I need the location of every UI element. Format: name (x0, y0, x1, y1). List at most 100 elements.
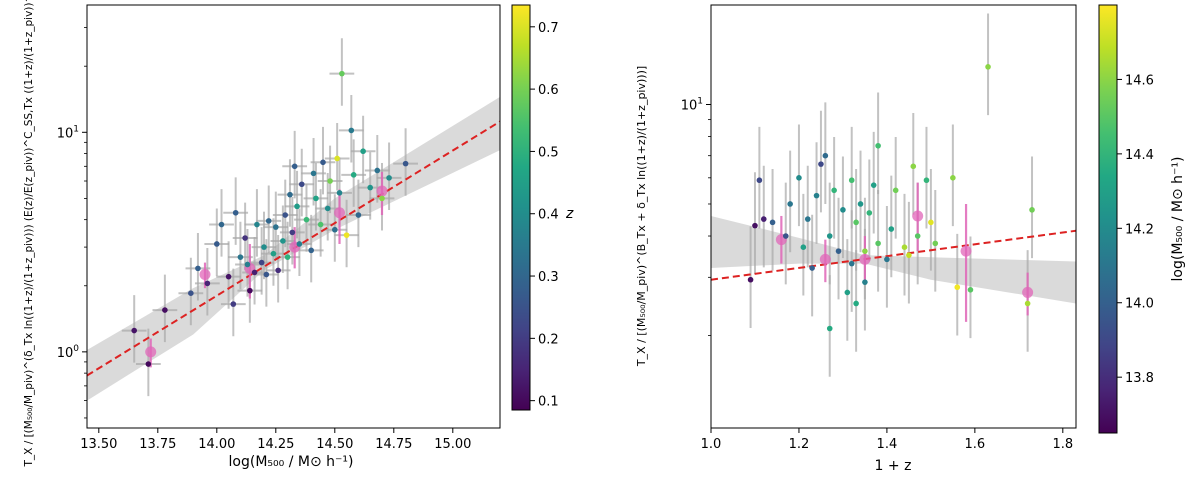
data-point (282, 212, 289, 218)
data-point (857, 201, 864, 207)
data-point (796, 175, 802, 181)
data-point (308, 247, 315, 254)
data-point (906, 252, 912, 258)
data-point (853, 219, 859, 226)
x-tick-label: 14.50 (316, 437, 353, 452)
data-point (204, 280, 211, 287)
colorbar-tick-label: 0.7 (538, 21, 559, 36)
x-tick-label: 14.00 (198, 437, 235, 452)
x-tick-label: 13.50 (80, 437, 117, 452)
data-point (1029, 207, 1035, 213)
right-x-ticks: 1.0 1.2 1.4 1.6 1.8 (701, 428, 1073, 452)
data-point (818, 161, 824, 167)
x-tick-label: 1.4 (877, 437, 898, 452)
data-point (782, 233, 789, 239)
data-point (835, 248, 842, 254)
right-colorbar-label: log(M₅₀₀ / M⊙ h⁻¹) (1170, 157, 1186, 282)
right-colorbar-ticks: 13.8 14.0 14.2 14.4 14.6 (1117, 73, 1154, 386)
data-point (901, 244, 908, 251)
data-point (310, 170, 317, 177)
right-confidence-band (711, 215, 1076, 304)
binned-mean-marker (145, 346, 157, 358)
data-point (289, 229, 296, 236)
right-colorbar-gradient (1098, 4, 1118, 434)
data-point (332, 226, 338, 233)
right-data-points (747, 64, 1035, 332)
data-point (242, 235, 248, 241)
y-tick-label: 100 (57, 344, 80, 361)
data-point (402, 160, 409, 167)
data-point (265, 218, 272, 224)
left-data-points (131, 70, 409, 367)
left-x-axis-label: log(M₅₀₀ / M⊙ h⁻¹) (229, 454, 354, 470)
data-point (848, 177, 855, 184)
colorbar-tick-label: 0.6 (538, 83, 559, 98)
right-colorbar: 13.8 14.0 14.2 14.4 14.6 log(M₅₀₀ / M⊙ h⁻¹) (1098, 4, 1186, 434)
data-point (355, 212, 362, 218)
right-binned-means (775, 182, 1034, 322)
data-point (752, 222, 758, 229)
data-point (188, 290, 194, 296)
data-point (800, 244, 807, 251)
data-point (195, 265, 201, 272)
data-point (813, 192, 820, 199)
x-tick-label: 1.8 (1052, 437, 1073, 452)
left-colorbar-ticks: 0.1 0.2 0.3 0.4 0.5 0.6 0.7 (530, 21, 559, 410)
data-point (263, 271, 270, 278)
data-point (313, 195, 319, 202)
data-point (296, 241, 303, 247)
data-point (888, 226, 895, 232)
binned-mean-marker (1022, 286, 1034, 298)
data-point (336, 190, 343, 196)
data-point (892, 187, 899, 194)
data-point (327, 178, 333, 184)
data-point (826, 325, 833, 332)
data-point (251, 269, 258, 276)
data-point (273, 224, 279, 230)
data-point (343, 232, 350, 238)
data-point (804, 216, 811, 222)
data-point (985, 64, 991, 70)
x-tick-label: 1.6 (965, 437, 986, 452)
data-point (386, 175, 392, 181)
data-point (954, 284, 961, 291)
data-point (367, 184, 374, 191)
data-point (291, 163, 298, 170)
data-point (1024, 300, 1031, 307)
right-axes-frame (710, 4, 1077, 429)
data-point (275, 267, 281, 274)
colorbar-tick-label: 0.2 (538, 332, 559, 347)
binned-mean-marker (859, 253, 871, 265)
colorbar-tick-label: 0.4 (538, 208, 559, 223)
data-point (218, 221, 225, 228)
data-point (324, 205, 331, 212)
x-tick-label: 13.75 (139, 437, 176, 452)
colorbar-tick-label: 0.1 (538, 395, 559, 410)
data-point (261, 244, 267, 250)
x-tick-label: 14.75 (375, 437, 412, 452)
colorbar-tick-label: 14.6 (1125, 73, 1154, 88)
data-point (760, 216, 767, 222)
data-point (914, 233, 921, 239)
data-point (923, 177, 930, 184)
binned-mean-marker (819, 253, 831, 265)
data-point (298, 181, 305, 188)
data-point (254, 221, 260, 228)
left-y-ticks: 100 101 (57, 27, 87, 419)
y-tick-label: 101 (57, 124, 79, 141)
right-x-axis-label: 1 + z (875, 458, 912, 474)
binned-mean-marker (199, 269, 211, 281)
colorbar-tick-label: 13.8 (1125, 371, 1154, 386)
data-point (853, 300, 859, 307)
x-tick-label: 1.0 (701, 437, 722, 452)
left-colorbar: 0.1 0.2 0.3 0.4 0.5 0.6 0.7 z (511, 4, 574, 411)
colorbar-tick-label: 14.2 (1125, 222, 1154, 237)
data-point (932, 240, 939, 247)
data-point (162, 307, 168, 313)
left-axes-frame (86, 4, 501, 429)
data-point (875, 142, 881, 149)
data-point (145, 361, 152, 367)
data-point (334, 155, 340, 162)
data-point (284, 254, 291, 260)
